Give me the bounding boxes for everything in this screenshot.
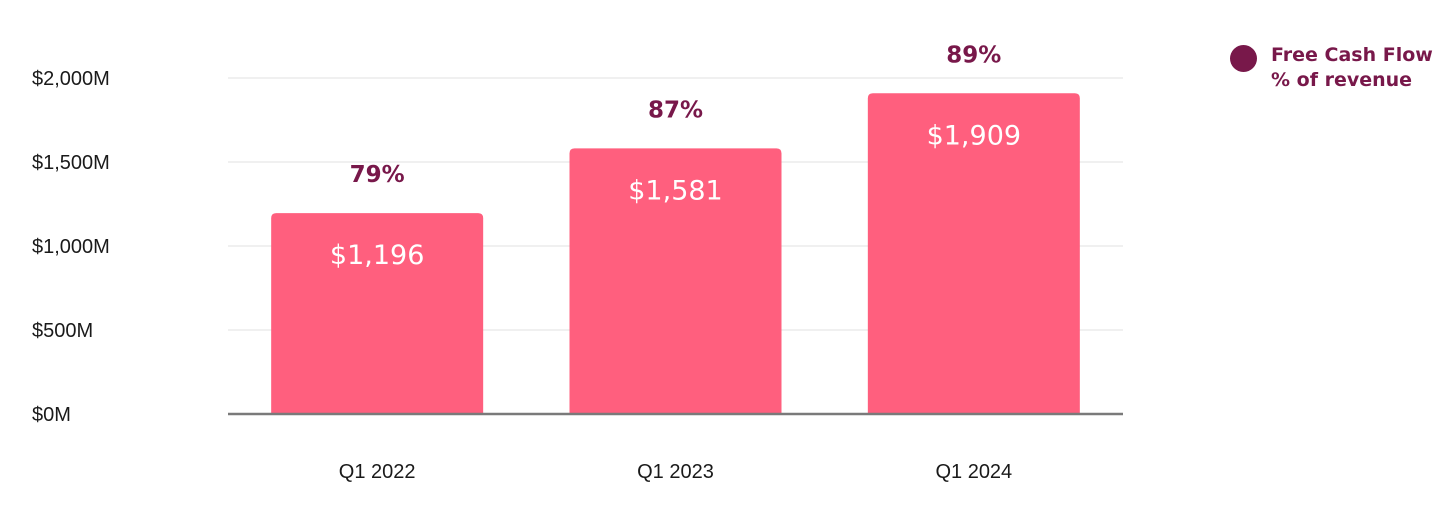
legend-label-line1: Free Cash Flow [1271,44,1433,66]
legend-label-line2: % of revenue [1271,69,1413,91]
y-tick-label: $1,000M [32,236,110,258]
y-tick-label: $500M [32,320,93,342]
x-tick-label: Q1 2024 [935,461,1012,483]
bar-value-label: $1,196 [330,240,424,271]
legend: Free Cash Flow % of revenue [1230,43,1433,93]
bar [271,213,484,414]
legend-label: Free Cash Flow % of revenue [1271,43,1433,93]
x-tick-label: Q1 2022 [339,461,416,483]
y-tick-label: $1,500M [32,152,110,174]
y-tick-label: $0M [32,404,71,426]
percent-label: 87% [648,97,703,123]
bar [569,148,782,414]
percent-label: 79% [350,162,405,188]
percent-label: 89% [946,42,1001,68]
x-tick-label: Q1 2023 [637,461,714,483]
legend-dot-icon [1230,45,1257,72]
bar [867,93,1080,415]
y-tick-label: $2,000M [32,68,110,90]
bar-value-label: $1,581 [628,175,722,206]
bar-value-label: $1,909 [927,120,1021,151]
